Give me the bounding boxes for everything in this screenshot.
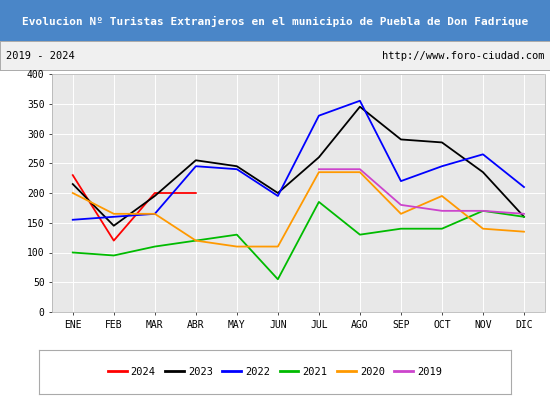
Text: Evolucion Nº Turistas Extranjeros en el municipio de Puebla de Don Fadrique: Evolucion Nº Turistas Extranjeros en el … — [22, 16, 528, 26]
Text: http://www.foro-ciudad.com: http://www.foro-ciudad.com — [382, 51, 544, 61]
Legend: 2024, 2023, 2022, 2021, 2020, 2019: 2024, 2023, 2022, 2021, 2020, 2019 — [103, 363, 447, 381]
Text: 2019 - 2024: 2019 - 2024 — [6, 51, 74, 61]
